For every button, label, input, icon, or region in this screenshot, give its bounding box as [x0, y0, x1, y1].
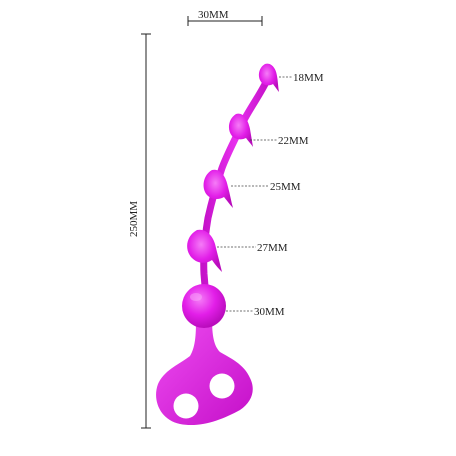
bead-22mm-label: 22MM [278, 135, 309, 147]
bead-27mm [187, 229, 222, 272]
height-label: 250MM [128, 200, 141, 238]
handle-hole-right [209, 373, 235, 399]
bead-18mm [258, 63, 279, 92]
width-dimension-line [187, 16, 263, 26]
bead-27mm-label: 27MM [257, 242, 288, 254]
bead-30mm-label: 30MM [254, 306, 285, 318]
leader-lines [217, 76, 292, 312]
handle-hole-left [173, 393, 199, 419]
bead-25mm-label: 25MM [270, 181, 301, 193]
bead-30mm [182, 284, 226, 328]
bead-18mm-label: 18MM [293, 72, 324, 84]
width-label: 30MM [198, 9, 229, 21]
bead-22mm [228, 113, 253, 147]
height-dimension-line [141, 33, 151, 429]
bead-25mm [203, 169, 233, 208]
bead-30mm-highlight [190, 293, 202, 301]
product-handle [156, 318, 253, 426]
